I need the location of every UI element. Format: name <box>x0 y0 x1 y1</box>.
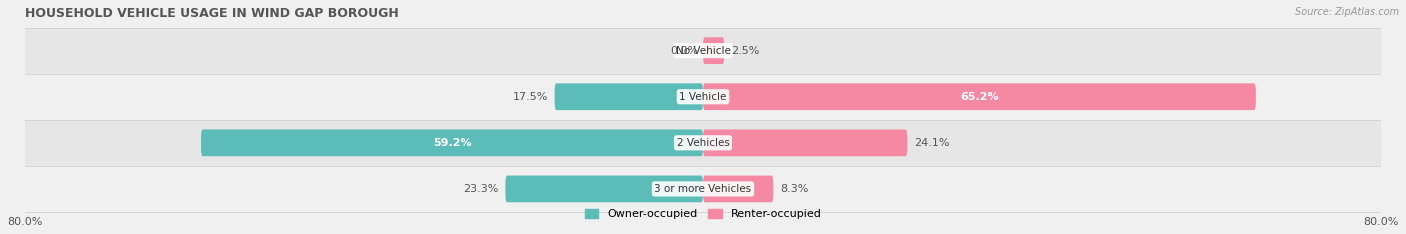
FancyBboxPatch shape <box>703 129 907 156</box>
Text: 17.5%: 17.5% <box>512 92 548 102</box>
Legend: Owner-occupied, Renter-occupied: Owner-occupied, Renter-occupied <box>581 205 825 224</box>
Text: 65.2%: 65.2% <box>960 92 998 102</box>
Bar <box>25 120 1381 166</box>
Text: 3 or more Vehicles: 3 or more Vehicles <box>654 184 752 194</box>
Text: 59.2%: 59.2% <box>433 138 471 148</box>
Text: No Vehicle: No Vehicle <box>675 46 731 56</box>
Text: 0.0%: 0.0% <box>671 46 699 56</box>
Text: HOUSEHOLD VEHICLE USAGE IN WIND GAP BOROUGH: HOUSEHOLD VEHICLE USAGE IN WIND GAP BORO… <box>25 7 398 20</box>
FancyBboxPatch shape <box>703 83 1256 110</box>
Text: 1 Vehicle: 1 Vehicle <box>679 92 727 102</box>
Text: 24.1%: 24.1% <box>914 138 949 148</box>
Bar <box>25 74 1381 120</box>
Text: 8.3%: 8.3% <box>780 184 808 194</box>
FancyBboxPatch shape <box>703 176 773 202</box>
Bar <box>25 166 1381 212</box>
FancyBboxPatch shape <box>554 83 703 110</box>
Bar <box>25 28 1381 74</box>
FancyBboxPatch shape <box>201 129 703 156</box>
FancyBboxPatch shape <box>505 176 703 202</box>
Text: 2 Vehicles: 2 Vehicles <box>676 138 730 148</box>
Text: 2.5%: 2.5% <box>731 46 759 56</box>
Text: 23.3%: 23.3% <box>463 184 499 194</box>
FancyBboxPatch shape <box>703 37 724 64</box>
Text: Source: ZipAtlas.com: Source: ZipAtlas.com <box>1295 7 1399 17</box>
